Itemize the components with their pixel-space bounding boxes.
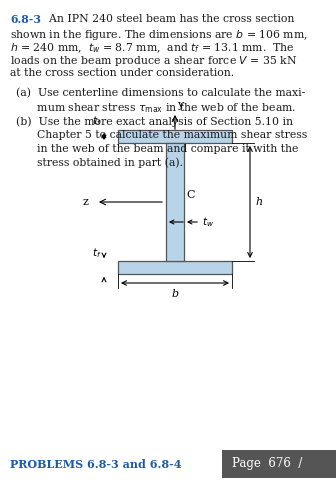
Text: stress obtained in part (a).: stress obtained in part (a). xyxy=(16,157,183,168)
Text: (b)  Use the more exact analysis of Section 5.10 in: (b) Use the more exact analysis of Secti… xyxy=(16,117,293,127)
Text: z: z xyxy=(82,197,88,207)
Text: mum shear stress $\tau_\mathrm{max}$ in the web of the beam.: mum shear stress $\tau_\mathrm{max}$ in … xyxy=(16,101,296,115)
Text: PROBLEMS 6.8-3 and 6.8-4: PROBLEMS 6.8-3 and 6.8-4 xyxy=(10,458,181,469)
Text: h: h xyxy=(255,197,262,207)
Text: at the cross section under consideration.: at the cross section under consideration… xyxy=(10,68,234,78)
Text: $h$ = 240 mm,  $t_w$ = 8.7 mm,  and $t_f$ = 13.1 mm.  The: $h$ = 240 mm, $t_w$ = 8.7 mm, and $t_f$ … xyxy=(10,41,295,54)
Text: shown in the figure. The dimensions are $b$ = 106 mm,: shown in the figure. The dimensions are … xyxy=(10,27,308,41)
Text: An IPN 240 steel beam has the cross section: An IPN 240 steel beam has the cross sect… xyxy=(42,14,294,24)
Text: $t_f$: $t_f$ xyxy=(92,246,102,259)
Text: $t_f$: $t_f$ xyxy=(92,115,102,129)
Text: b: b xyxy=(171,289,178,299)
Bar xyxy=(118,130,232,143)
Text: in the web of the beam and compare it with the: in the web of the beam and compare it wi… xyxy=(16,144,298,153)
Text: $t_w$: $t_w$ xyxy=(202,215,214,229)
Text: loads on the beam produce a shear force $V$ = 35 kN: loads on the beam produce a shear force … xyxy=(10,54,297,68)
Text: y: y xyxy=(177,100,183,110)
Text: (a)  Use centerline dimensions to calculate the maxi-: (a) Use centerline dimensions to calcula… xyxy=(16,88,305,98)
Text: Chapter 5 to calculate the maximum shear stress: Chapter 5 to calculate the maximum shear… xyxy=(16,130,307,140)
Bar xyxy=(118,261,232,274)
Bar xyxy=(166,143,184,261)
Text: 6.8-3: 6.8-3 xyxy=(10,14,41,25)
Text: Page  676  /: Page 676 / xyxy=(232,457,302,470)
Text: C: C xyxy=(186,190,195,200)
Bar xyxy=(222,450,336,478)
